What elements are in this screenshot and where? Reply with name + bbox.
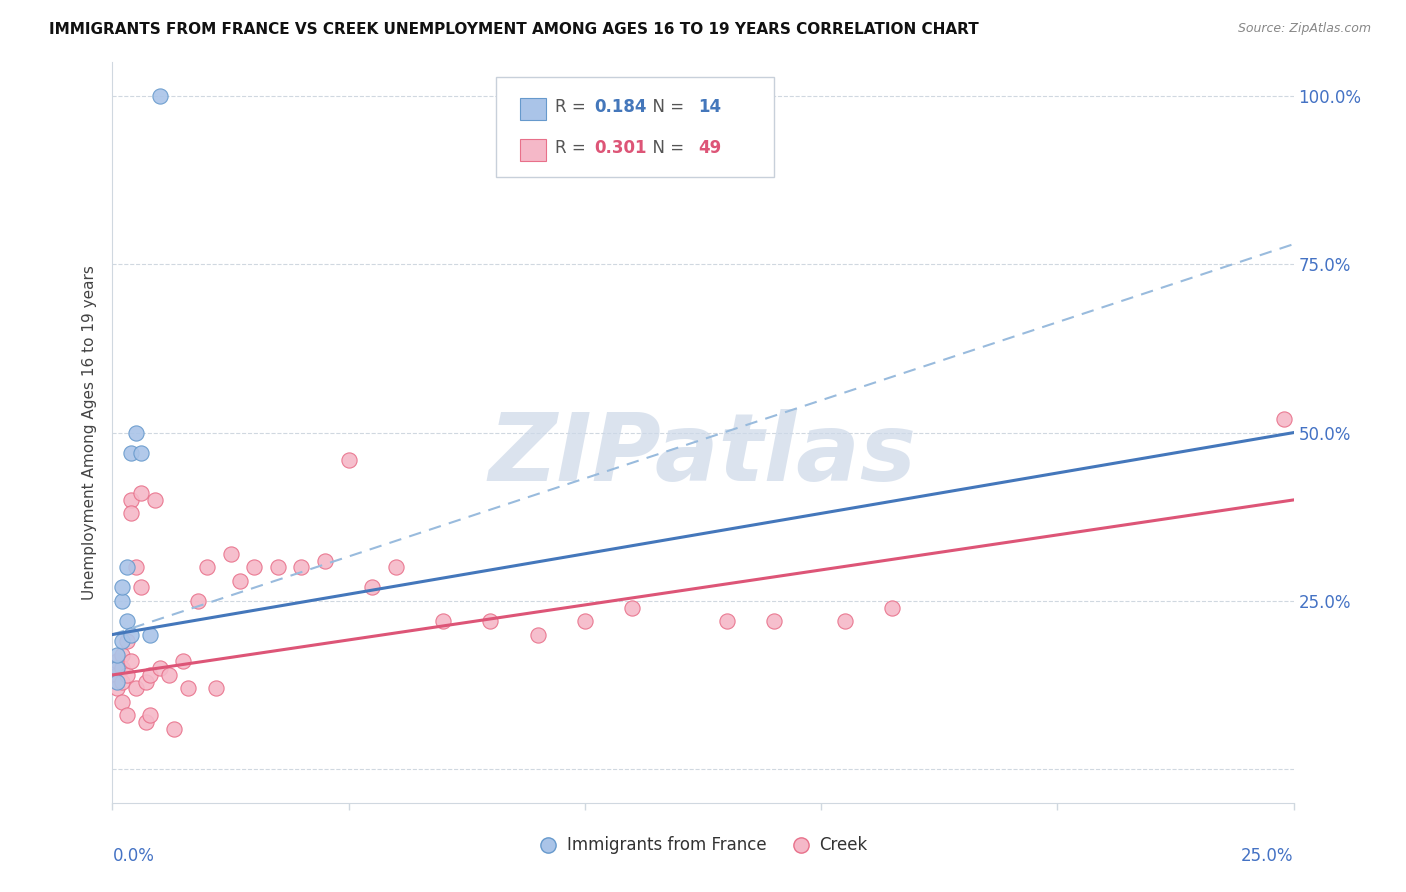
Point	[115, 634, 138, 648]
Point	[163, 722, 186, 736]
Text: R =: R =	[555, 138, 592, 157]
Point	[139, 708, 162, 723]
Point	[115, 708, 138, 723]
Point	[243, 560, 266, 574]
Point	[129, 486, 152, 500]
Text: Source: ZipAtlas.com: Source: ZipAtlas.com	[1237, 22, 1371, 36]
Point	[177, 681, 200, 696]
Point	[149, 661, 172, 675]
Point	[115, 668, 138, 682]
Point	[186, 594, 208, 608]
Text: 0.301: 0.301	[595, 138, 647, 157]
Point	[111, 674, 134, 689]
Point	[111, 648, 134, 662]
Point	[290, 560, 312, 574]
Point	[120, 446, 142, 460]
Text: 0.0%: 0.0%	[112, 847, 155, 865]
Bar	[520, 98, 546, 120]
Point	[1272, 412, 1295, 426]
Point	[139, 627, 162, 641]
Text: 14: 14	[699, 98, 721, 116]
Point	[111, 661, 134, 675]
Point	[105, 668, 128, 682]
Point	[526, 627, 548, 641]
Point	[205, 681, 228, 696]
Text: 49: 49	[699, 138, 721, 157]
Point	[125, 425, 148, 440]
Legend: Immigrants from France, Creek: Immigrants from France, Creek	[531, 830, 875, 861]
Point	[120, 627, 142, 641]
Point	[267, 560, 290, 574]
Point	[337, 452, 360, 467]
Text: ZIPatlas: ZIPatlas	[489, 409, 917, 500]
Point	[111, 594, 134, 608]
Point	[195, 560, 218, 574]
Point	[105, 681, 128, 696]
Point	[157, 668, 180, 682]
Point	[574, 614, 596, 628]
Point	[143, 492, 166, 507]
Text: N =: N =	[641, 98, 689, 116]
Text: R =: R =	[555, 98, 592, 116]
Point	[219, 547, 242, 561]
Point	[111, 581, 134, 595]
Point	[139, 668, 162, 682]
Point	[120, 507, 142, 521]
Point	[125, 560, 148, 574]
Text: N =: N =	[641, 138, 689, 157]
Point	[361, 581, 384, 595]
Point	[880, 600, 903, 615]
Point	[115, 560, 138, 574]
Text: IMMIGRANTS FROM FRANCE VS CREEK UNEMPLOYMENT AMONG AGES 16 TO 19 YEARS CORRELATI: IMMIGRANTS FROM FRANCE VS CREEK UNEMPLOY…	[49, 22, 979, 37]
Point	[834, 614, 856, 628]
Point	[229, 574, 252, 588]
Point	[172, 655, 194, 669]
Point	[120, 492, 142, 507]
Point	[115, 614, 138, 628]
Point	[314, 553, 336, 567]
Point	[149, 89, 172, 103]
Point	[105, 655, 128, 669]
Text: 0.184: 0.184	[595, 98, 647, 116]
Point	[111, 634, 134, 648]
FancyBboxPatch shape	[496, 78, 773, 178]
Point	[120, 655, 142, 669]
Point	[479, 614, 502, 628]
Point	[125, 681, 148, 696]
Point	[129, 581, 152, 595]
Point	[432, 614, 454, 628]
Point	[129, 446, 152, 460]
Point	[105, 661, 128, 675]
Point	[135, 674, 157, 689]
Point	[762, 614, 785, 628]
Point	[385, 560, 408, 574]
Text: 25.0%: 25.0%	[1241, 847, 1294, 865]
Y-axis label: Unemployment Among Ages 16 to 19 years: Unemployment Among Ages 16 to 19 years	[82, 265, 97, 600]
Bar	[520, 138, 546, 161]
Point	[111, 695, 134, 709]
Point	[105, 648, 128, 662]
Point	[621, 600, 644, 615]
Point	[135, 714, 157, 729]
Point	[105, 674, 128, 689]
Point	[716, 614, 738, 628]
